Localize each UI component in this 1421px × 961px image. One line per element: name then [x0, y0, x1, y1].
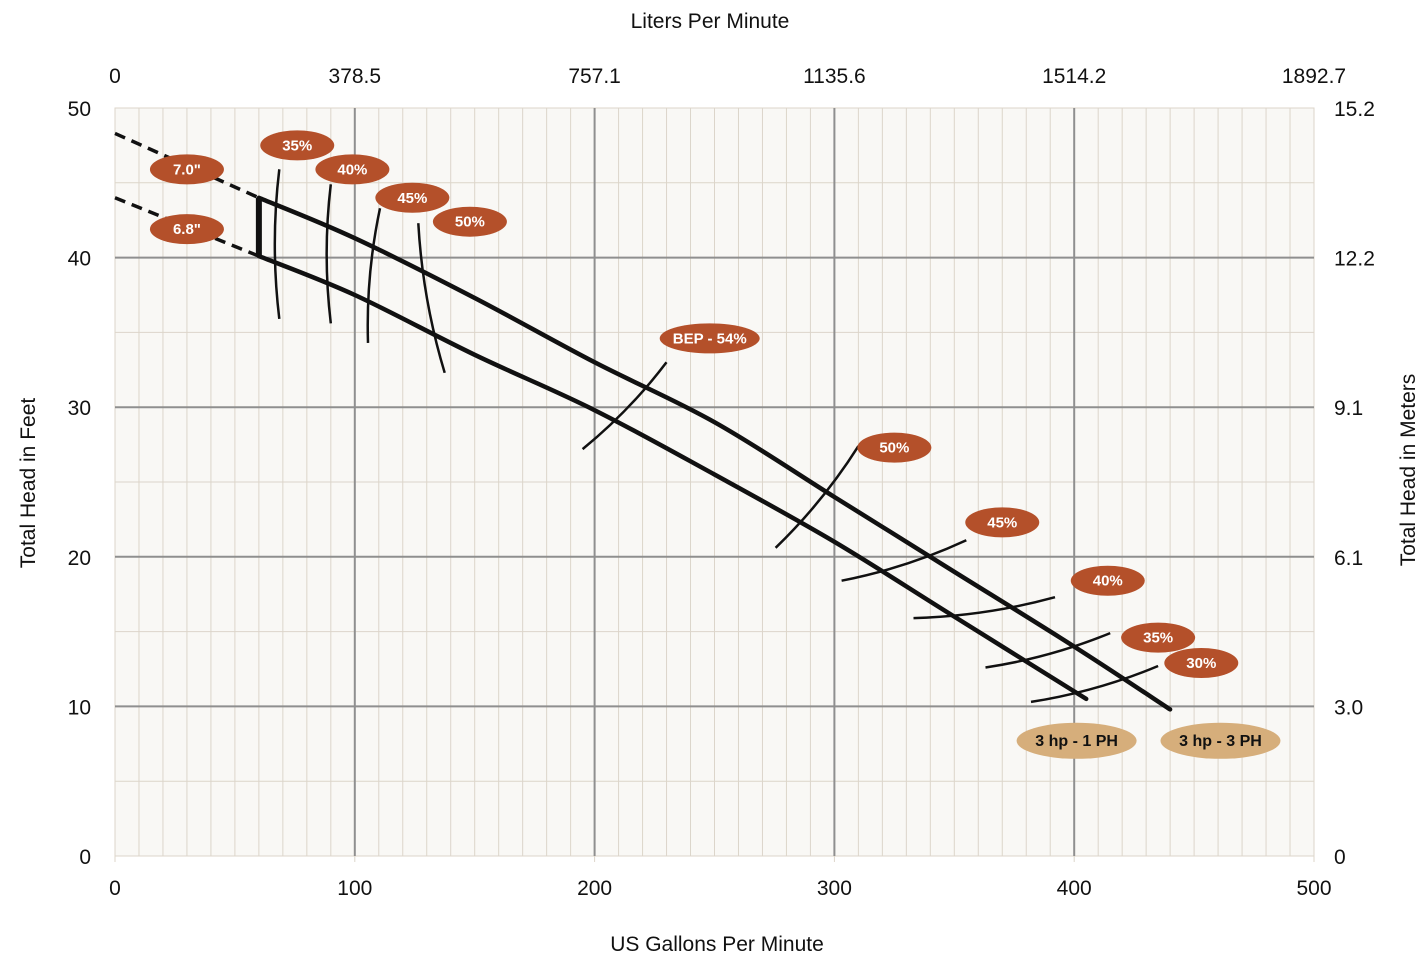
efficiency-6-badge	[857, 432, 932, 463]
x2-tick-label: 1135.6	[803, 65, 866, 88]
efficiency-2-label: 40%	[337, 161, 367, 178]
y-tick-label: 10	[68, 696, 91, 719]
efficiency-8-label: 40%	[1093, 573, 1123, 590]
x2-tick-label: 1892.7	[1282, 65, 1346, 88]
model-2-badge	[1160, 722, 1281, 759]
plot-area	[114, 107, 1315, 857]
efficiency-line-3	[366, 207, 382, 343]
top-axis-title: Liters Per Minute	[631, 10, 790, 33]
y2-tick-label: 9.1	[1334, 397, 1363, 420]
y-tick-label: 50	[68, 98, 91, 121]
y-tick-label: 0	[79, 846, 91, 869]
efficiency-4-badge	[432, 206, 507, 237]
plot-border	[114, 107, 1315, 857]
x-tick-label: 100	[337, 877, 372, 900]
efficiency-line-8	[913, 595, 1056, 620]
y-tick-label: 30	[68, 397, 91, 420]
efficiency-3-label: 45%	[397, 190, 427, 207]
efficiency-line-5	[581, 361, 668, 451]
efficiency-2-badge	[315, 154, 390, 185]
x2-tick-label: 0	[109, 65, 121, 88]
x-tick-label: 200	[577, 877, 612, 900]
y-tick-label: 40	[68, 248, 91, 271]
x-tick-label: 0	[109, 877, 121, 900]
pump-curve-2	[256, 253, 1089, 702]
impeller-1-badge	[149, 154, 224, 185]
y2-tick-label: 15.2	[1334, 98, 1375, 121]
y-tick-label: 20	[68, 547, 91, 570]
impeller-1-label: 7.0"	[173, 161, 201, 178]
x-tick-label: 400	[1057, 877, 1092, 900]
efficiency-line-6	[774, 445, 860, 549]
efficiency-line-2	[325, 184, 333, 324]
efficiency-3-badge	[375, 182, 450, 213]
efficiency-9-badge	[1121, 622, 1196, 653]
efficiency-lines-layer	[273, 169, 1159, 704]
badges-layer: 35% 40% 45% 50% BEP - 54% 50% 45% 40% 35% 30% 7.0"…	[149, 130, 1281, 759]
efficiency-line-7	[841, 539, 967, 582]
x2-tick-label: 1514.2	[1042, 65, 1106, 88]
efficiency-9-label: 35%	[1143, 630, 1173, 647]
efficiency-4-label: 50%	[455, 214, 485, 231]
x-tick-label: 300	[817, 877, 852, 900]
y2-tick-label: 12.2	[1334, 248, 1375, 271]
efficiency-5-label: BEP - 54%	[673, 330, 747, 347]
left-axis-title: Total Head in Feet	[17, 398, 40, 569]
x2-tick-label: 378.5	[329, 65, 382, 88]
efficiency-10-badge	[1164, 648, 1239, 679]
efficiency-line-9	[985, 631, 1111, 669]
y2-tick-label: 0	[1334, 846, 1346, 869]
model-1-label: 3 hp - 1 PH	[1035, 733, 1118, 750]
x2-tick-label: 757.1	[568, 65, 621, 88]
efficiency-1-label: 35%	[282, 137, 312, 154]
model-1-badge	[1016, 722, 1137, 759]
y2-tick-label: 3.0	[1334, 696, 1363, 719]
efficiency-10-label: 30%	[1186, 655, 1216, 672]
efficiency-6-label: 50%	[879, 440, 909, 457]
efficiency-7-label: 45%	[987, 514, 1017, 531]
efficiency-line-10	[1030, 664, 1159, 704]
bottom-axis-title: US Gallons Per Minute	[610, 933, 824, 956]
efficiency-8-badge	[1070, 565, 1145, 596]
impeller-2-label: 6.8"	[173, 221, 201, 238]
model-2-label: 3 hp - 3 PH	[1179, 733, 1262, 750]
y2-tick-label: 6.1	[1334, 547, 1363, 570]
efficiency-line-1	[273, 169, 281, 320]
efficiency-1-badge	[260, 130, 335, 161]
efficiency-7-badge	[965, 507, 1040, 538]
impeller-2-badge	[149, 214, 224, 245]
efficiency-5-badge	[659, 323, 760, 354]
pump-curve-1	[256, 195, 1173, 712]
x-tick-label: 500	[1296, 877, 1331, 900]
right-axis-title: Total Head in Meters	[1397, 374, 1420, 567]
efficiency-line-4	[417, 223, 446, 374]
